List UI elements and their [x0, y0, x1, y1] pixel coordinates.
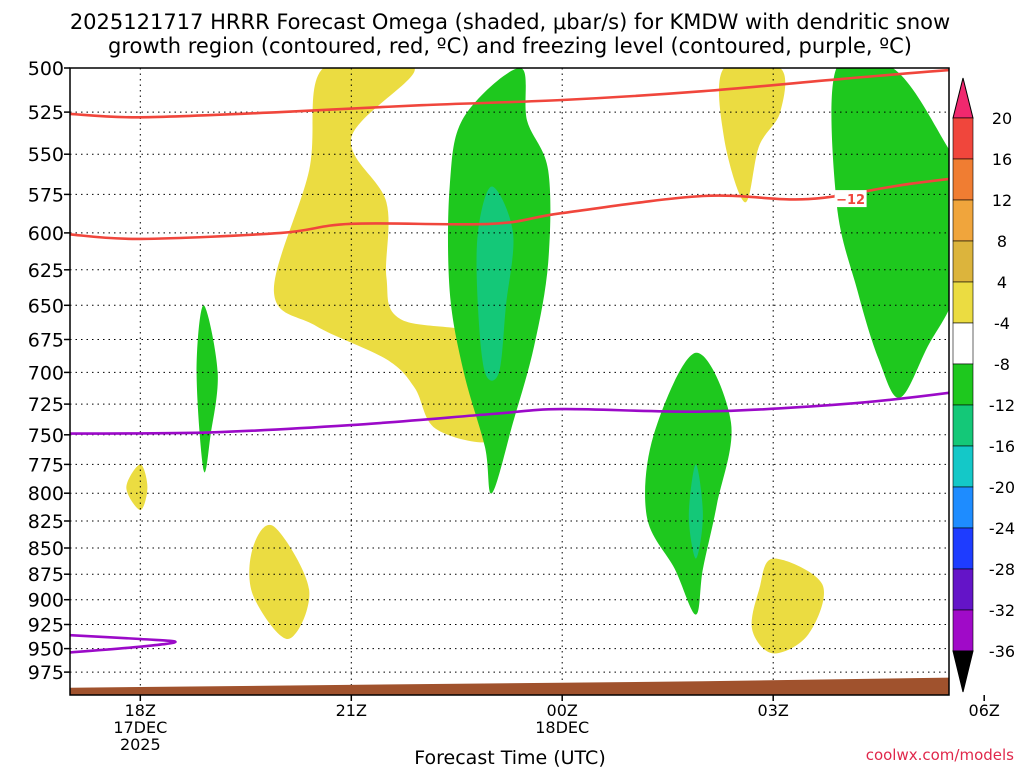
x-tick-label-18Z-0: 18Z — [125, 701, 156, 720]
chart-title-line-2: growth region (contoured, red, ºC) and f… — [108, 34, 912, 58]
contour-label--12: −12 — [836, 193, 865, 208]
colorbar-bin-10 — [952, 527, 974, 570]
y-tick-label-800: 800 — [28, 483, 64, 505]
omega-region-0 — [273, 68, 497, 443]
omega-region-4 — [249, 524, 310, 640]
grid-lines — [70, 68, 949, 695]
colorbar-label-20: 20 — [992, 109, 1012, 128]
contour-labels: −18−12 — [834, 190, 867, 208]
chart-title-line-1: 2025121717 HRRR Forecast Omega (shaded, … — [70, 10, 950, 34]
plot-frame — [69, 67, 950, 696]
contour-label-bg--12 — [834, 190, 867, 208]
colorbar-label--4: -4 — [994, 314, 1010, 333]
colorbar-label--32: -32 — [989, 601, 1015, 620]
colorbar-bottom-arrow — [952, 650, 974, 693]
contour-line--12 — [70, 177, 949, 241]
colorbar-bin-0 — [952, 117, 974, 160]
y-tick-label-500: 500 — [28, 58, 64, 80]
colorbar-bin-1 — [952, 158, 974, 201]
colorbar-bin-3 — [952, 240, 974, 283]
colorbar-bin-4 — [952, 281, 974, 324]
colorbar-label--20: -20 — [989, 478, 1015, 497]
y-tick-label-775: 775 — [28, 454, 64, 476]
y-tick-label-975: 975 — [28, 662, 64, 684]
y-tick-label-575: 575 — [28, 184, 64, 206]
colorbar-label--8: -8 — [994, 355, 1010, 374]
x-tick-label-18Z-2: 2025 — [120, 735, 161, 754]
colorbar-label-4: 4 — [997, 273, 1007, 292]
omega-region-5 — [751, 558, 825, 654]
y-tick-label-850: 850 — [28, 538, 64, 560]
colorbar: 20 16 12 8 4 -4 -8 -12 -16 -20 -24 -28 -32 -36 — [952, 77, 1015, 693]
y-tick-label-875: 875 — [28, 564, 64, 586]
contour-line--18 — [70, 68, 949, 119]
x-tick-label-06Z-0: 06Z — [969, 701, 1000, 720]
y-tick-label-650: 650 — [28, 295, 64, 317]
omega-region-14 — [688, 464, 703, 559]
y-tick-label-825: 825 — [28, 511, 64, 533]
credit-text: coolwx.com/models — [866, 746, 1014, 764]
colorbar-bin-12 — [952, 609, 974, 652]
x-tick-label-21Z-0: 21Z — [336, 701, 367, 720]
colorbar-bin-9 — [952, 486, 974, 529]
omega-region-13 — [645, 352, 732, 615]
colorbar-label--24: -24 — [989, 519, 1015, 538]
omega-region-3 — [126, 464, 148, 510]
colorbar-label--16: -16 — [989, 437, 1015, 456]
y-tick-label-925: 925 — [28, 615, 64, 637]
omega-region-15 — [196, 305, 218, 473]
colorbar-bin-5 — [952, 322, 974, 365]
colorbar-bin-7 — [952, 404, 974, 447]
omega-region-10 — [476, 186, 514, 381]
y-tick-label-550: 550 — [28, 144, 64, 166]
terrain-layer — [70, 677, 949, 695]
terrain-surface — [70, 677, 949, 695]
omega-shaded-regions — [126, 68, 949, 654]
x-tick-label-03Z-0: 03Z — [758, 701, 789, 720]
colorbar-label--28: -28 — [989, 560, 1015, 579]
y-tick-label-700: 700 — [28, 362, 64, 384]
contour-line-0-low — [70, 633, 177, 654]
y-axis: 500 525 550 575 600 625 650 675 700 725 750 775 800 8… — [28, 58, 70, 684]
x-tick-label-00Z-1: 18DEC — [535, 718, 589, 737]
colorbar-label-8: 8 — [997, 232, 1007, 251]
y-tick-label-600: 600 — [28, 223, 64, 245]
omega-region-1 — [718, 68, 786, 203]
contour-lines — [70, 68, 949, 654]
x-tick-label-00Z-0: 00Z — [547, 701, 578, 720]
colorbar-bin-6 — [952, 363, 974, 406]
x-axis: 18Z17DEC202521Z00Z18DEC03Z06Z09Z — [113, 695, 1000, 754]
y-tick-label-525: 525 — [28, 102, 64, 124]
x-tick-label-18Z-1: 17DEC — [113, 718, 167, 737]
y-tick-label-725: 725 — [28, 394, 64, 416]
y-tick-label-625: 625 — [28, 260, 64, 282]
contour-line-0 — [70, 391, 949, 435]
y-tick-label-950: 950 — [28, 639, 64, 661]
y-tick-label-750: 750 — [28, 425, 64, 447]
y-tick-label-900: 900 — [28, 590, 64, 612]
colorbar-label-12: 12 — [992, 191, 1012, 210]
colorbar-label--12: -12 — [989, 396, 1015, 415]
colorbar-bin-11 — [952, 568, 974, 611]
colorbar-label-16: 16 — [992, 150, 1012, 169]
colorbar-bin-8 — [952, 445, 974, 488]
y-tick-label-675: 675 — [28, 330, 64, 352]
x-axis-label: Forecast Time (UTC) — [414, 747, 605, 768]
colorbar-bin-2 — [952, 199, 974, 242]
colorbar-label--36: -36 — [989, 642, 1015, 661]
